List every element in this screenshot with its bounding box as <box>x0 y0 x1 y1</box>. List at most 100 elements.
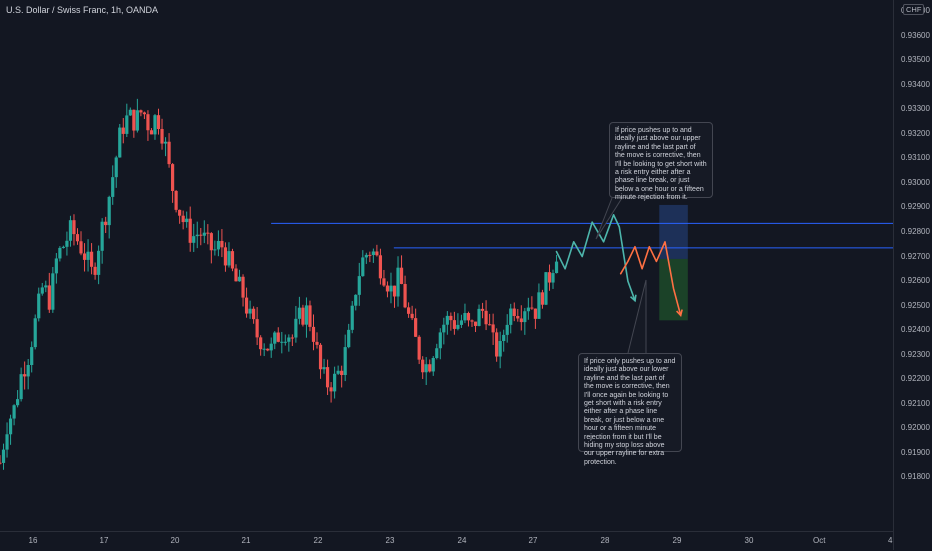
candle <box>93 262 97 280</box>
candle <box>65 231 69 256</box>
price-tick-label: 0.92300 <box>901 349 930 359</box>
candle-body <box>12 405 16 419</box>
candle-body <box>311 326 316 342</box>
candle-body <box>421 359 425 373</box>
candle <box>19 367 23 402</box>
candle-body <box>86 251 90 260</box>
candle-body <box>540 292 545 305</box>
candle-body <box>100 221 104 251</box>
candle-body <box>33 318 37 348</box>
candle <box>484 300 488 331</box>
candle-body <box>438 332 442 349</box>
candle <box>466 311 471 327</box>
candle-body <box>199 234 203 236</box>
candle-body <box>40 287 44 294</box>
candle-body <box>378 255 383 279</box>
candle <box>255 307 259 346</box>
price-chart[interactable] <box>0 0 893 531</box>
candle-body <box>431 358 435 372</box>
candle-body <box>244 297 249 314</box>
candle <box>403 275 407 309</box>
candle-body <box>280 341 284 343</box>
candle <box>128 107 132 116</box>
candle-body <box>364 254 368 258</box>
candle <box>72 214 76 246</box>
candle-body <box>61 246 66 248</box>
candle-body <box>403 283 407 308</box>
candle <box>357 262 361 306</box>
candle <box>202 220 206 244</box>
candle-body <box>114 157 118 178</box>
candle <box>5 422 9 458</box>
chart-area[interactable]: U.S. Dollar / Swiss Franc, 1h, OANDA If … <box>0 0 893 531</box>
candle-body <box>368 254 372 256</box>
upper-scenario-note[interactable]: If price pushes up to and ideally just a… <box>609 122 713 201</box>
price-tick-label: 0.92200 <box>901 374 930 384</box>
candle <box>266 348 270 352</box>
candle-body <box>477 308 481 326</box>
candle <box>347 323 351 349</box>
candle-body <box>47 285 51 310</box>
candle-body <box>347 329 351 348</box>
candle <box>40 282 44 296</box>
candle <box>244 287 249 318</box>
price-tick-label: 0.91800 <box>901 472 930 482</box>
candle-body <box>135 110 139 131</box>
raylines <box>271 222 893 249</box>
candle <box>160 118 164 150</box>
candle-body <box>304 305 309 325</box>
upper-projection-path-arrowhead <box>629 294 637 303</box>
time-axis[interactable]: 16 17 20 21 22 23 24 27 28 29 30 Oct 4 <box>0 531 893 551</box>
candle-body <box>301 307 305 325</box>
candle <box>213 240 217 256</box>
candle <box>121 118 125 144</box>
candle-body <box>37 293 41 319</box>
candle <box>371 248 375 263</box>
candle-body <box>230 251 235 269</box>
candle-body <box>160 128 164 144</box>
time-tick-label: 16 <box>28 536 38 545</box>
candle <box>1 443 6 470</box>
candle <box>523 307 527 335</box>
lower-scenario-note[interactable]: If price only pushes up to and ideally j… <box>578 353 682 466</box>
candle-body <box>153 115 157 135</box>
candle <box>118 123 122 158</box>
candle <box>477 304 481 327</box>
candle-body <box>1 449 6 463</box>
candle-body <box>44 285 48 288</box>
candle <box>199 227 203 246</box>
symbol-title[interactable]: U.S. Dollar / Swiss Franc, 1h, OANDA <box>6 5 159 15</box>
candle <box>361 250 365 277</box>
candle-body <box>259 337 263 350</box>
candle <box>241 274 245 307</box>
candle <box>75 228 80 245</box>
candle <box>139 109 143 117</box>
candle-body <box>375 251 379 256</box>
price-tick-label: 0.93300 <box>901 104 930 114</box>
candle <box>252 306 256 324</box>
candle <box>135 98 139 133</box>
candle-body <box>318 344 323 370</box>
candle <box>343 334 347 382</box>
candle <box>318 343 323 379</box>
time-tick-label: 30 <box>744 536 754 545</box>
candle <box>554 254 559 274</box>
price-axis[interactable]: 0.937000.936000.935000.934000.933000.932… <box>893 0 932 550</box>
candle <box>287 334 291 352</box>
candle <box>33 314 37 350</box>
candle-body <box>445 315 449 325</box>
candle-body <box>121 127 125 134</box>
candle-body <box>266 348 270 351</box>
candle-body <box>283 341 287 343</box>
candle-body <box>111 177 115 197</box>
time-tick-label: 4 <box>888 536 893 545</box>
candle <box>262 343 266 357</box>
candle <box>8 414 13 445</box>
candle <box>544 271 548 306</box>
candle <box>12 404 16 426</box>
price-tick-label: 0.92900 <box>901 202 930 212</box>
lower-projection-path-arrowhead <box>676 309 683 318</box>
candle-body <box>449 315 453 321</box>
candle <box>54 253 58 284</box>
candle <box>248 300 252 319</box>
